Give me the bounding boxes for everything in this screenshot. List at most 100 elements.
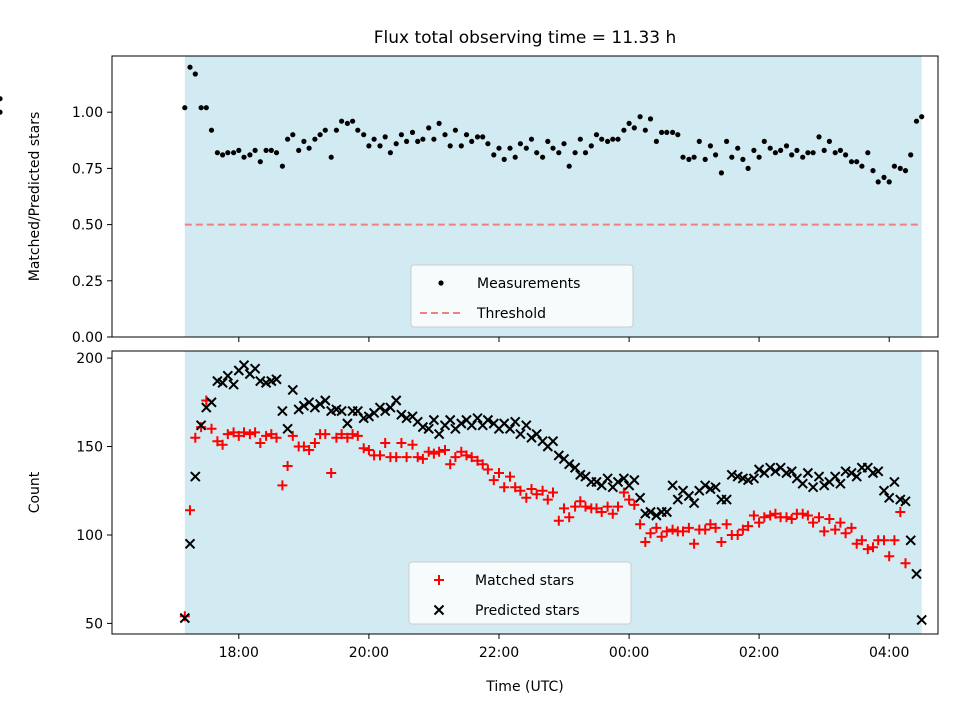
data-point bbox=[336, 429, 347, 440]
data-point bbox=[851, 538, 862, 549]
data-point bbox=[911, 568, 922, 580]
data-point bbox=[897, 165, 903, 171]
data-point bbox=[891, 163, 898, 169]
data-point bbox=[537, 485, 548, 496]
data-point bbox=[220, 152, 226, 158]
data-point bbox=[301, 138, 307, 144]
legend-marker bbox=[433, 604, 445, 616]
data-point bbox=[916, 614, 927, 626]
data-point bbox=[905, 535, 916, 546]
data-point bbox=[651, 510, 662, 521]
data-point bbox=[222, 370, 234, 382]
data-point bbox=[748, 473, 760, 484]
data-point bbox=[837, 147, 844, 153]
data-point bbox=[228, 379, 239, 390]
data-point bbox=[445, 459, 456, 470]
data-point bbox=[781, 512, 792, 523]
data-point bbox=[919, 114, 925, 120]
data-point bbox=[593, 132, 600, 138]
data-point bbox=[505, 471, 515, 482]
legend-box bbox=[408, 561, 632, 625]
data-point bbox=[547, 435, 559, 447]
data-point bbox=[501, 156, 507, 162]
data-point bbox=[244, 429, 255, 440]
legend-label: Measurements bbox=[477, 276, 580, 292]
data-point bbox=[255, 438, 266, 448]
data-point bbox=[494, 468, 504, 478]
data-point bbox=[599, 136, 605, 142]
data-point bbox=[233, 430, 244, 441]
data-point bbox=[886, 179, 892, 185]
data-point bbox=[192, 71, 198, 77]
data-point bbox=[683, 490, 695, 502]
legend-box bbox=[410, 264, 634, 328]
ratio-panel: 0.00 0.25 0.50 0.75 1.00 Matched/Predicted st… bbox=[0, 55, 939, 346]
data-point bbox=[797, 508, 808, 519]
data-point bbox=[361, 132, 367, 138]
data-point bbox=[542, 494, 553, 505]
data-point bbox=[883, 492, 895, 504]
data-point bbox=[238, 359, 250, 371]
data-point bbox=[553, 450, 565, 461]
data-point bbox=[672, 494, 684, 505]
data-point bbox=[631, 125, 637, 131]
data-point bbox=[407, 439, 418, 450]
data-point bbox=[257, 159, 263, 165]
data-point bbox=[865, 150, 871, 156]
data-point bbox=[195, 420, 207, 431]
data-point bbox=[902, 168, 909, 174]
data-point bbox=[545, 138, 551, 144]
axes-frame bbox=[111, 350, 939, 635]
data-point bbox=[748, 510, 759, 521]
data-point bbox=[206, 397, 217, 408]
data-point bbox=[819, 526, 830, 537]
x-axis-label: Time (UTC) bbox=[485, 679, 563, 695]
data-point bbox=[826, 138, 833, 144]
data-point bbox=[377, 143, 383, 149]
data-point bbox=[656, 531, 667, 542]
data-point bbox=[420, 136, 426, 142]
data-point bbox=[187, 64, 193, 70]
data-point bbox=[559, 503, 569, 514]
data-point bbox=[561, 141, 567, 147]
series-measurements bbox=[0, 64, 925, 185]
data-point bbox=[214, 150, 220, 156]
data-point bbox=[875, 179, 881, 185]
data-point bbox=[814, 512, 824, 523]
data-point bbox=[396, 409, 407, 420]
data-point bbox=[667, 480, 678, 491]
data-point bbox=[317, 132, 323, 138]
data-point bbox=[575, 496, 586, 507]
data-point bbox=[322, 127, 328, 133]
data-point bbox=[765, 510, 776, 521]
data-point bbox=[268, 147, 274, 153]
data-point bbox=[835, 517, 846, 528]
data-point bbox=[452, 127, 458, 133]
data-point bbox=[179, 611, 190, 622]
y-axis-label: Count bbox=[27, 471, 43, 513]
data-point bbox=[667, 524, 678, 535]
data-point bbox=[808, 517, 819, 528]
data-point bbox=[271, 432, 282, 443]
data-point bbox=[637, 114, 643, 120]
data-point bbox=[908, 152, 914, 158]
data-point bbox=[342, 432, 353, 443]
data-point bbox=[550, 145, 556, 151]
data-point bbox=[347, 429, 358, 440]
data-point bbox=[900, 558, 911, 569]
data-point bbox=[889, 535, 900, 546]
data-point bbox=[700, 524, 711, 535]
data-point bbox=[217, 439, 228, 450]
data-point bbox=[770, 466, 781, 477]
data-point bbox=[596, 507, 607, 517]
data-point bbox=[252, 147, 258, 153]
data-point bbox=[835, 478, 846, 489]
data-point bbox=[830, 524, 841, 535]
data-point bbox=[726, 469, 738, 481]
data-point bbox=[778, 147, 784, 153]
data-point bbox=[225, 150, 231, 156]
data-point bbox=[185, 505, 195, 516]
data-point bbox=[895, 507, 906, 517]
data-point bbox=[721, 519, 732, 530]
data-point bbox=[423, 446, 434, 457]
